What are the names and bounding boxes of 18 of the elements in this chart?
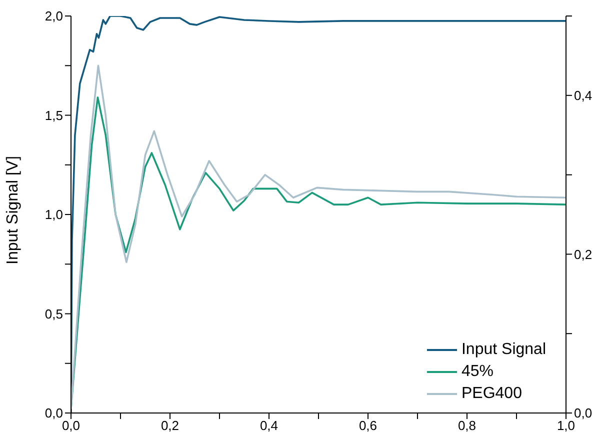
y2-tick-label: 0,2	[574, 246, 592, 262]
y-axis-title: Input Signal [V]	[4, 156, 22, 264]
legend-label: PEG400	[461, 384, 522, 404]
x-tick-label: 0,4	[260, 418, 278, 434]
x-tick-label: 0,0	[62, 418, 80, 434]
x-tick-label: 0,6	[358, 418, 378, 434]
y-tick-label: 0,0	[44, 406, 63, 421]
y2-tick-label: 0,4	[574, 88, 592, 104]
x-tick-label: 0,2	[160, 418, 180, 434]
y-tick-label: 1,0	[44, 207, 63, 222]
y2-tick-label: 0,0	[574, 406, 592, 421]
y-tick-label: 0,5	[44, 306, 63, 322]
y-tick-label: 1,5	[44, 108, 63, 123]
y-tick-label: 2,0	[44, 8, 63, 24]
x-tick-label: 0,8	[458, 418, 476, 434]
legend-label: 45%	[461, 362, 494, 382]
x-tick-label: 1,0	[556, 418, 576, 434]
legend-label: Input Signal	[461, 340, 546, 360]
